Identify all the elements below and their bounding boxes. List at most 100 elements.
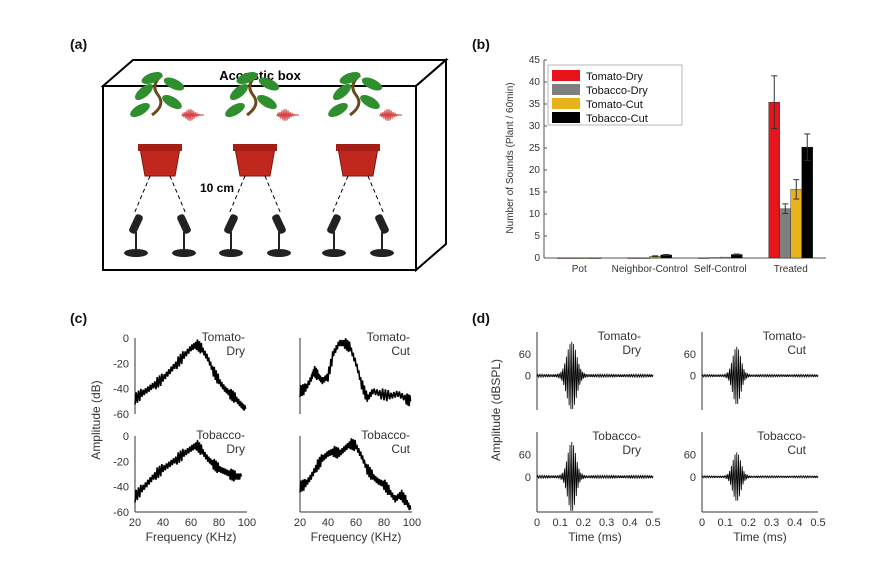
d-subplot-label: Dry (622, 343, 641, 357)
leaf (339, 71, 361, 85)
d-x-tick-label: 0.5 (645, 517, 660, 529)
c-subplot: 0 -20 -40 -60 Tomato-Dry (113, 330, 247, 421)
bar (709, 257, 721, 259)
b-y-tick-label: 40 (529, 77, 541, 88)
box-side-face (415, 57, 447, 273)
d-subplot-label: Tomato- (598, 329, 641, 343)
microphone-icon (370, 214, 394, 257)
plant-1 (124, 71, 205, 257)
c-y-tick-label: 0 (123, 333, 129, 345)
c-y-tick-label: -40 (113, 384, 129, 396)
c-y-tick-label: 0 (123, 431, 129, 443)
d-x-tick-label: 0.2 (741, 517, 756, 529)
d-subplot-label: Tobacco- (592, 429, 641, 443)
leaf (162, 95, 182, 109)
c-spectrum-line (299, 438, 412, 511)
bar (579, 257, 591, 259)
d-x-tick-label: 0.1 (718, 517, 733, 529)
d-x-tick-label: 0.3 (599, 517, 614, 529)
c-y-axis-label: Amplitude (dB) (89, 380, 103, 459)
legend-swatch (552, 84, 580, 95)
panel-b-label: (b) (472, 36, 490, 52)
b-y-tick-label: 10 (529, 209, 541, 220)
c-subplot-label: Dry (226, 442, 245, 456)
d-x-tick-label: 0 (534, 517, 540, 529)
legend-swatch (552, 70, 580, 81)
c-subplots: 0-20-40-60Tomato-DryTomato-Cut0-20-40-60… (113, 330, 421, 544)
b-y-tick-label: 5 (534, 231, 540, 242)
bar (790, 189, 802, 259)
c-x-tick-label: 20 (129, 517, 141, 529)
d-x-tick-label: 0.1 (553, 517, 568, 529)
leaf (130, 103, 150, 117)
c-x-axis-label: Frequency (KHz) (146, 530, 237, 544)
c-x-tick-label: 80 (213, 517, 225, 529)
plants-group (124, 71, 403, 257)
leaf (134, 83, 154, 101)
b-y-tick-label: 30 (529, 121, 541, 132)
d-waveform-line (536, 441, 654, 512)
b-y-tick-label: 45 (529, 55, 541, 66)
c-subplot-label: Tobacco- (196, 428, 245, 442)
leaf (236, 71, 258, 85)
plant-3 (322, 71, 403, 257)
bar (557, 257, 569, 259)
leaf (332, 83, 352, 101)
leaf (360, 95, 380, 109)
d-subplot: 60 0 Tomato-Cut (684, 329, 819, 410)
c-y-tick-label: -60 (113, 409, 129, 421)
bar (638, 257, 650, 259)
plant-2 (219, 71, 300, 257)
pot-rim (336, 144, 380, 151)
leaf (225, 103, 245, 117)
legend-swatch (552, 98, 580, 109)
d-waveform-line (536, 341, 654, 410)
leaf (361, 77, 383, 91)
d-x-tick-label: 0.5 (810, 517, 825, 529)
c-subplot: Tomato-Cut (299, 330, 412, 414)
b-legend: Tomato-Dry Tobacco-Dry Tomato-Cut Tobacco-C… (547, 64, 683, 126)
c-subplot-label: Tomato- (367, 330, 410, 344)
panel-a-acoustic-box: Acoustic box 10 cm (100, 57, 449, 273)
c-y-tick-label: -60 (113, 507, 129, 519)
c-subplot-label: Dry (226, 344, 245, 358)
leaf (258, 77, 280, 91)
b-y-tick-label: 0 (534, 253, 540, 264)
c-x-tick-label: 40 (157, 517, 169, 529)
b-y-tick-label: 15 (529, 187, 541, 198)
leaf (257, 95, 277, 109)
bar (627, 257, 639, 259)
c-subplot-label: Tobacco- (361, 428, 410, 442)
b-category-label: Treated (774, 264, 808, 275)
d-subplot-label: Cut (787, 343, 806, 357)
d-subplot: 60 0 0 0.1 0.2 0.3 0.4 0.5 Time (ms) Tobacco-Dry (519, 429, 661, 544)
d-x-axis-label: Time (ms) (568, 530, 622, 544)
d-x-tick-label: 0.2 (576, 517, 591, 529)
c-spectrum-line (134, 339, 247, 411)
b-y-tick-label: 25 (529, 143, 541, 154)
panel-b-bar-chart: Number of Sounds (Plant / 60min) 0 5 10 15 2… (505, 55, 826, 275)
c-x-tick-label: 20 (294, 517, 306, 529)
d-waveform-line (701, 346, 819, 405)
pot (234, 147, 276, 177)
b-category-label: Pot (572, 264, 587, 275)
d-subplot-label: Dry (622, 443, 641, 457)
legend-label: Tomato-Cut (586, 99, 643, 111)
c-y-tick-label: -40 (113, 482, 129, 494)
d-subplot-label: Cut (787, 443, 806, 457)
b-category-label: Neighbor-Control (612, 264, 688, 275)
sound-wave-icon (276, 109, 300, 122)
d-y-axis-label: Amplitude (dBSPL) (489, 359, 503, 461)
b-y-tick-label: 35 (529, 99, 541, 110)
c-subplot-label: Tomato- (202, 330, 245, 344)
b-bars (557, 75, 813, 259)
panel-d-label: (d) (472, 310, 490, 326)
c-x-tick-label: 80 (378, 517, 390, 529)
c-x-axis-label: Frequency (KHz) (311, 530, 402, 544)
c-x-tick-label: 40 (322, 517, 334, 529)
legend-label: Tobacco-Dry (586, 85, 648, 97)
bar (720, 256, 732, 259)
